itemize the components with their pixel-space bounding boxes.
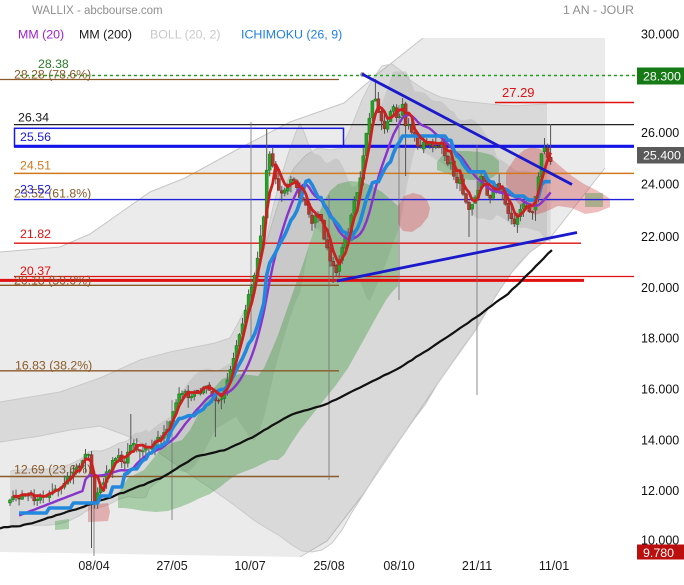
svg-text:16.000: 16.000 [641,383,679,397]
svg-text:10/07: 10/07 [234,559,265,573]
svg-text:08/10: 08/10 [383,559,414,573]
svg-text:25.400: 25.400 [643,149,681,163]
svg-text:14.000: 14.000 [641,434,679,448]
svg-text:24.000: 24.000 [641,178,679,192]
svg-text:20.37: 20.37 [20,264,51,278]
svg-text:9.780: 9.780 [643,546,674,560]
svg-text:BOLL (20, 2): BOLL (20, 2) [150,28,220,42]
svg-text:25/08: 25/08 [313,559,344,573]
svg-text:23.52 (61.8%): 23.52 (61.8%) [14,187,91,201]
svg-text:ICHIMOKU (26, 9): ICHIMOKU (26, 9) [241,28,342,42]
svg-text:11/01: 11/01 [539,559,569,573]
svg-text:22.000: 22.000 [641,230,679,244]
svg-text:10.000: 10.000 [641,534,679,548]
svg-text:08/04: 08/04 [78,559,109,573]
svg-text:MM (20): MM (20) [18,28,64,42]
svg-text:WALLIX - abcbourse.com: WALLIX - abcbourse.com [32,5,163,17]
svg-text:20.000: 20.000 [641,281,679,295]
svg-text:12.000: 12.000 [641,484,679,498]
svg-text:25.56: 25.56 [20,130,51,144]
svg-text:MM (200): MM (200) [79,28,132,42]
svg-text:24.51: 24.51 [20,159,51,173]
svg-text:21/11: 21/11 [462,559,492,573]
svg-text:28.38: 28.38 [38,57,69,71]
svg-text:30.000: 30.000 [641,28,679,42]
svg-text:28.28 (78.6%): 28.28 (78.6%) [14,68,91,82]
svg-text:26.34: 26.34 [18,111,49,125]
svg-text:23.52: 23.52 [20,183,51,197]
svg-text:27/05: 27/05 [156,559,187,573]
svg-text:26.000: 26.000 [641,126,679,140]
svg-text:28.300: 28.300 [643,70,681,84]
svg-text:1 AN - JOUR: 1 AN - JOUR [563,3,634,17]
svg-text:27.29: 27.29 [502,85,535,100]
svg-text:16.83 (38.2%): 16.83 (38.2%) [15,359,92,373]
svg-text:21.82: 21.82 [20,227,51,241]
svg-text:18.000: 18.000 [641,332,679,346]
svg-text:20.18 (50.0%): 20.18 (50.0%) [14,274,91,288]
